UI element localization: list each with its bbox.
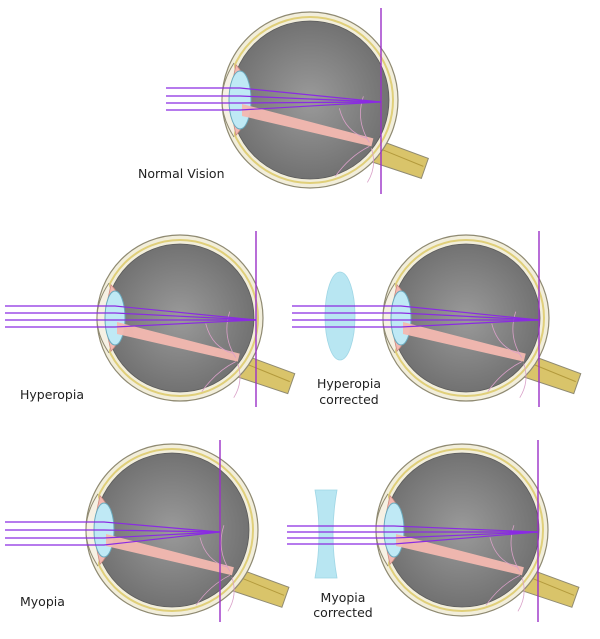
retinal-vessels [195,525,235,612]
eye-hyperopia [5,231,296,407]
crystalline-lens [228,70,252,130]
label-myopia-corrected-line1: Myopia [320,590,366,605]
light-ray-1 [5,305,257,321]
cornea [382,282,396,354]
eye-myopia [5,440,290,622]
light-ray-4 [292,319,540,328]
eye-myopia-corrected [287,440,580,622]
concave-corrective-lens [314,489,338,579]
light-ray-1 [5,521,221,533]
muscle-band [117,322,240,362]
crystalline-lens [390,290,412,346]
convex-corrective-lens [324,271,356,361]
muscle-band [403,322,526,362]
light-ray-2 [292,312,540,321]
muscle-band [242,104,374,147]
label-hyperopia-corrected-line2: corrected [319,392,379,407]
light-ray-1 [166,87,382,103]
eye-normal-vision [166,8,429,194]
retinal-vessels [485,525,525,612]
light-ray-2 [5,312,257,321]
light-ray-1 [292,305,540,321]
muscle-band [396,534,524,576]
light-ray-1 [287,525,539,533]
retinal-vessels [335,96,375,183]
crystalline-lens [104,290,126,346]
label-hyperopia: Hyperopia [20,387,85,402]
light-ray-3 [166,101,382,104]
retinal-vessels [201,311,241,398]
crystalline-lens [383,502,405,558]
cornea [96,282,110,354]
label-hyperopia-corrected-line1: Hyperopia [316,376,381,391]
muscle-band [106,534,234,576]
light-ray-4 [5,319,257,328]
light-ray-4 [166,101,382,111]
label-myopia: Myopia [20,594,65,609]
vitreous-body [384,452,540,608]
light-ray-3 [287,531,539,539]
eye-hyperopia-corrected [292,231,582,407]
retinal-vessels [487,311,527,398]
cornea [375,493,389,567]
label-myopia-corrected-line2: corrected [313,605,373,620]
label-normal-vision: Normal Vision [138,166,225,181]
light-ray-2 [166,95,382,103]
light-ray-3 [5,531,221,539]
light-ray-4 [5,531,221,546]
light-ray-4 [287,531,539,545]
light-ray-2 [5,529,221,533]
